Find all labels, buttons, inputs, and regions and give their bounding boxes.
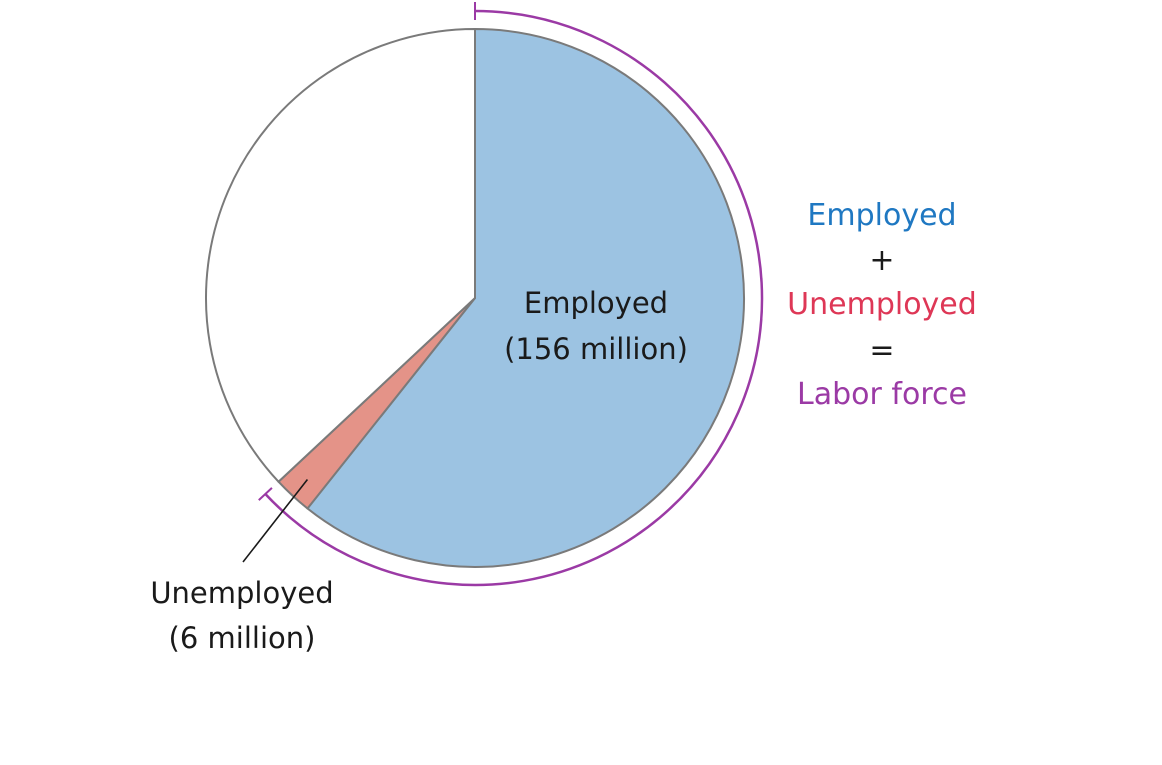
unemployed-pointer-line [242,478,309,563]
unemployed-slice-value: (6 million) [169,621,316,655]
pie-slice-employed [306,28,745,568]
employed-slice-label: Employed [524,286,668,320]
pie-slice-other [205,28,476,483]
unemployed-slice-label: Unemployed [150,576,333,610]
equation-equals: = [869,333,894,368]
equation-employed: Employed [807,198,956,233]
labor-force-bracket-tick-bottom [258,487,273,501]
employed-slice-value: (156 million) [504,332,688,366]
labor-force-bracket-arc [264,9,764,587]
pie-slices [205,28,745,568]
equation-plus: + [869,243,894,278]
equation-labor-force: Labor force [797,377,967,412]
equation-unemployed: Unemployed [787,287,977,322]
